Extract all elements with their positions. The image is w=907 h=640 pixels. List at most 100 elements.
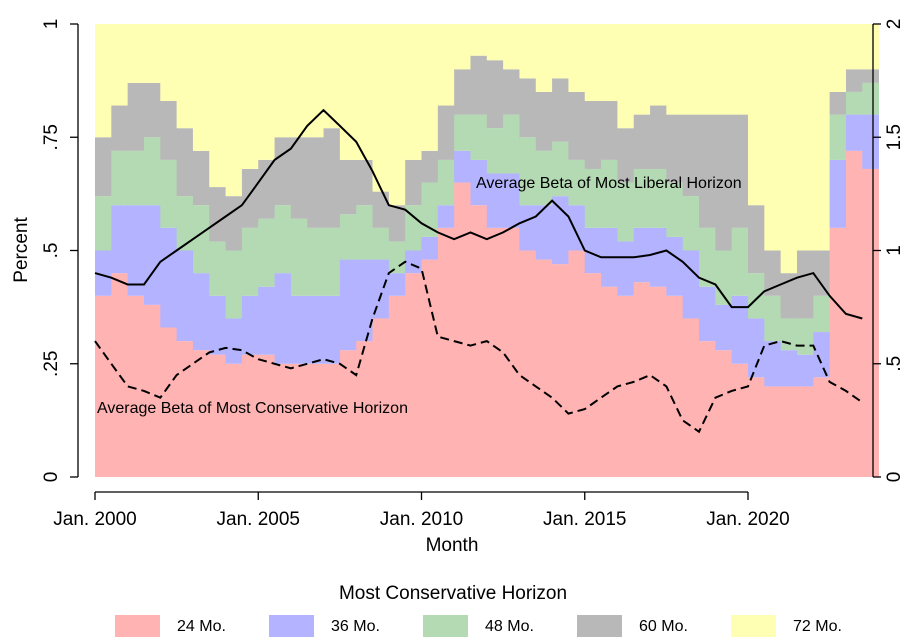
bar-segment (796, 318, 814, 355)
bar-segment (813, 24, 831, 251)
bar-segment (796, 250, 814, 319)
bar-segment (715, 24, 733, 115)
bar-segment (617, 241, 635, 296)
bar-segment (421, 182, 439, 237)
bar-segment (748, 273, 765, 319)
bar-segment (748, 318, 765, 378)
bar-segment (486, 227, 504, 477)
bar-segment (470, 114, 488, 160)
bar-segment (339, 259, 357, 351)
bar-segment (225, 363, 243, 477)
x-tick-label: Jan. 2015 (543, 509, 626, 530)
bar-segment (486, 128, 504, 174)
bar-segment (666, 114, 684, 183)
bar-segment (176, 128, 194, 197)
line (94, 108, 863, 320)
y2-tick-label: 0 (884, 472, 905, 483)
bar-segment (731, 363, 749, 477)
bar-segment (470, 24, 488, 56)
bar-segment (388, 24, 406, 206)
bar-segment (535, 150, 553, 206)
bar-segment (796, 354, 814, 387)
bar-segment (845, 69, 863, 92)
bar-segment (372, 191, 390, 228)
bar-segment (633, 282, 651, 477)
bar-segment (127, 295, 145, 477)
bar-segment (143, 82, 161, 138)
bar-segment (568, 159, 586, 206)
bar-segment (731, 114, 749, 228)
annotation: Average Beta of Most Conservative Horizo… (97, 400, 408, 417)
bar-segment (470, 205, 488, 477)
bar-segment (568, 24, 586, 92)
bar-segment (323, 227, 341, 296)
bar-segment (584, 24, 602, 102)
bar-segment (454, 182, 471, 478)
bar-segment (95, 250, 112, 296)
bar-segment (307, 227, 324, 296)
bar-segment (274, 24, 292, 138)
bar-segment (241, 354, 259, 477)
bar-segment (633, 168, 651, 228)
bar-segment (388, 273, 406, 296)
legend-swatch (423, 615, 468, 637)
bar-segment (535, 259, 553, 477)
bar-segment (95, 295, 112, 477)
bar-segment (519, 250, 537, 477)
bar-segment (241, 295, 259, 355)
bar-segment (437, 227, 455, 477)
bar-segment (715, 114, 733, 251)
bar-segment (209, 24, 226, 188)
bar-segment (307, 295, 324, 364)
bar-segment (666, 182, 684, 237)
bar-segment (682, 24, 700, 115)
bar-segment (356, 205, 373, 260)
bar-segment (437, 24, 455, 106)
bar-segment (682, 250, 700, 319)
bar-segment (715, 350, 733, 477)
bar-segment (650, 227, 667, 287)
bar-segment (829, 227, 847, 477)
bar-segment (666, 24, 684, 115)
bar-segment (241, 24, 259, 169)
bar-segment (552, 78, 569, 142)
bar-segment (552, 141, 569, 197)
y-tick-label: 0 (41, 472, 62, 483)
bar-segment (682, 318, 700, 477)
bar-segment (503, 69, 520, 115)
bar-segment (372, 259, 390, 319)
x-tick-label: Jan. 2010 (380, 509, 463, 530)
bar-segment (682, 196, 700, 251)
bar-segment (780, 386, 798, 477)
bar-segment (274, 137, 292, 206)
bar-segment (421, 236, 439, 260)
bar-segment (552, 24, 569, 79)
x-tick-label: Jan. 2020 (706, 509, 789, 530)
bar-segment (486, 60, 504, 129)
bar-segment (356, 24, 373, 160)
bar-segment (176, 250, 194, 342)
bar-segment (307, 363, 324, 477)
bar-segment (225, 318, 243, 364)
x-axis-label: Month (426, 535, 479, 556)
bar-segment (143, 304, 161, 477)
bar-segment (633, 114, 651, 169)
bar-segment (258, 286, 275, 355)
bar-segment (323, 128, 341, 228)
bar-segment (584, 168, 602, 228)
bar-segment (617, 128, 635, 183)
bar-segment (731, 24, 749, 115)
bar-segment (699, 286, 716, 342)
bar-segment (552, 196, 569, 265)
bar-segment (715, 304, 733, 351)
bar-segment (535, 91, 553, 151)
bar-segment (307, 137, 324, 228)
legend-label: 60 Mo. (639, 618, 688, 635)
legend-swatch (115, 615, 160, 637)
bar-segment (764, 24, 782, 251)
bar-segment (274, 273, 292, 364)
bar-segment (699, 341, 716, 477)
bar-segment (748, 205, 765, 274)
bar-segment (192, 350, 210, 477)
bar-segment (111, 205, 129, 274)
